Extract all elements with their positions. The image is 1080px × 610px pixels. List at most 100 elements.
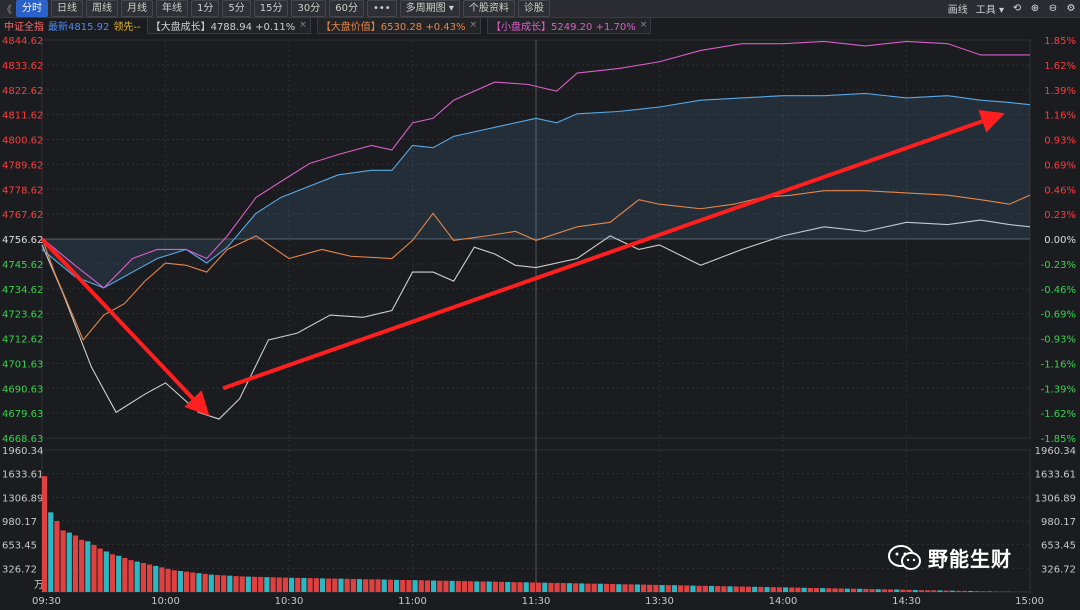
volume-bar <box>715 586 721 592</box>
draw-line-button[interactable]: 画线 <box>947 5 968 16</box>
close-icon[interactable]: × <box>469 20 478 30</box>
toolbar-right: 画线 工具 ▾ ⟲ ⊕ ⊖ ⚙ <box>948 0 1076 17</box>
volume-bar <box>233 576 239 592</box>
y-tick-left: 4822.62 <box>2 86 43 97</box>
volume-bar <box>505 582 511 592</box>
volume-tick-left: 326.72 <box>2 564 37 575</box>
volume-bar <box>733 586 739 592</box>
period-button-9[interactable]: 60分 <box>329 0 364 17</box>
y-tick-left: 4723.62 <box>2 310 43 321</box>
volume-bar <box>208 574 214 592</box>
volume-bar <box>826 588 832 592</box>
volume-bar <box>875 589 881 592</box>
volume-bar <box>869 589 875 592</box>
volume-bar <box>289 577 295 592</box>
tools-menu[interactable]: 工具 ▾ <box>975 5 1004 16</box>
legend-big-growth-label: 【大盘成长】4788.94 +0.11% <box>150 21 296 33</box>
volume-bar <box>894 589 900 592</box>
volume-tick-right: 1960.34 <box>1035 446 1076 457</box>
close-icon[interactable]: × <box>639 20 648 30</box>
volume-bar <box>597 583 603 592</box>
legend-small-growth-label: 【小盘成长】5249.20 +1.70% <box>491 21 636 33</box>
period-button-8[interactable]: 30分 <box>291 0 327 17</box>
volume-tick-left: 653.45 <box>2 541 37 552</box>
y-tick-right: -0.69% <box>1041 310 1076 321</box>
index-name: 中证全指 <box>4 21 44 33</box>
period-button-3[interactable]: 月线 <box>121 0 153 17</box>
legend-big-value-label: 【大盘价值】6530.28 +0.43% <box>320 21 466 33</box>
volume-tick-left: 1633.61 <box>2 470 43 481</box>
volume-bar <box>369 579 375 592</box>
period-button-6[interactable]: 5分 <box>222 0 251 17</box>
settings-icon[interactable]: ⚙ <box>1066 2 1076 14</box>
period-button-0[interactable]: 分时 <box>16 0 48 17</box>
y-tick-left: 4745.62 <box>2 260 43 271</box>
period-button-1[interactable]: 日线 <box>51 0 83 17</box>
period-button-7[interactable]: 15分 <box>253 0 289 17</box>
close-icon[interactable]: × <box>299 20 307 30</box>
y-tick-right: -0.23% <box>1041 260 1076 271</box>
volume-bar <box>177 570 184 592</box>
volume-bar <box>634 584 640 592</box>
volume-bar <box>48 512 54 592</box>
volume-bar <box>387 579 393 592</box>
period-button-4[interactable]: 年线 <box>156 0 188 17</box>
volume-bar <box>591 583 597 592</box>
legend-big-growth[interactable]: 【大盘成长】4788.94 +0.11% × <box>146 16 311 34</box>
volume-bar <box>850 588 857 592</box>
volume-bar <box>721 586 727 592</box>
volume-bar <box>60 530 66 592</box>
volume-bar <box>140 563 146 592</box>
period-button-2[interactable]: 周线 <box>86 0 118 17</box>
volume-bar <box>585 583 591 592</box>
x-tick: 14:30 <box>892 596 921 607</box>
period-button-13[interactable]: 诊股 <box>517 0 550 17</box>
volume-bar <box>159 567 165 592</box>
y-tick-left: 4712.62 <box>2 335 43 346</box>
volume-bar <box>109 554 116 592</box>
back-icon[interactable]: 《 <box>2 5 12 16</box>
y-tick-left: 4778.62 <box>2 185 43 196</box>
volume-bar <box>684 585 690 592</box>
period-button-10[interactable]: ••• <box>366 0 397 17</box>
volume-bar <box>511 582 517 592</box>
volume-bar <box>171 570 177 592</box>
volume-tick-right: 326.72 <box>1041 564 1076 575</box>
series-line-big_value <box>41 190 1031 341</box>
volume-bar <box>128 560 134 592</box>
wechat-icon <box>888 544 921 570</box>
volume-bar <box>529 582 535 592</box>
y-tick-left: 4690.63 <box>2 384 43 395</box>
volume-bar <box>918 590 925 592</box>
y-tick-left: 4756.62 <box>2 235 43 246</box>
volume-bar <box>79 539 85 592</box>
period-button-12[interactable]: 个股资料 <box>462 0 515 17</box>
volume-bar <box>424 580 431 592</box>
zoom-in-icon[interactable]: ⊕ <box>1030 2 1040 14</box>
y-tick-right: 0.93% <box>1044 136 1076 147</box>
intraday-chart[interactable]: 4844.62 1.85% 4833.62 1.62% 4822.62 1.39% 4811… <box>0 32 1080 610</box>
volume-bar <box>789 587 795 592</box>
period-button-5[interactable]: 1分 <box>191 0 220 17</box>
legend-small-growth[interactable]: 【小盘成长】5249.20 +1.70% × <box>487 16 652 34</box>
volume-bar <box>431 580 437 592</box>
volume-bar <box>437 580 443 592</box>
zoom-out-icon[interactable]: ⊖ <box>1048 2 1058 14</box>
volume-bar <box>554 582 560 592</box>
legend-big-value[interactable]: 【大盘价值】6530.28 +0.43% × <box>316 16 482 34</box>
volume-bar <box>844 588 850 592</box>
y-tick-left: 4668.63 <box>2 434 43 445</box>
volume-tick-right: 980.17 <box>1041 517 1076 528</box>
refresh-icon[interactable]: ⟲ <box>1012 2 1022 14</box>
volume-bar <box>573 583 579 592</box>
period-button-11[interactable]: 多周期图 ▾ <box>399 0 460 17</box>
volume-unit-label: 万 <box>34 580 44 591</box>
volume-bar <box>962 590 968 592</box>
volume-bar <box>72 535 79 592</box>
volume-bar <box>548 582 554 592</box>
y-tick-left: 4833.62 <box>2 61 43 72</box>
y-tick-left: 4789.62 <box>2 160 43 171</box>
y-tick-left: 4679.63 <box>2 409 43 420</box>
y-tick-left: 4800.62 <box>2 136 43 147</box>
volume-bar <box>97 548 103 592</box>
